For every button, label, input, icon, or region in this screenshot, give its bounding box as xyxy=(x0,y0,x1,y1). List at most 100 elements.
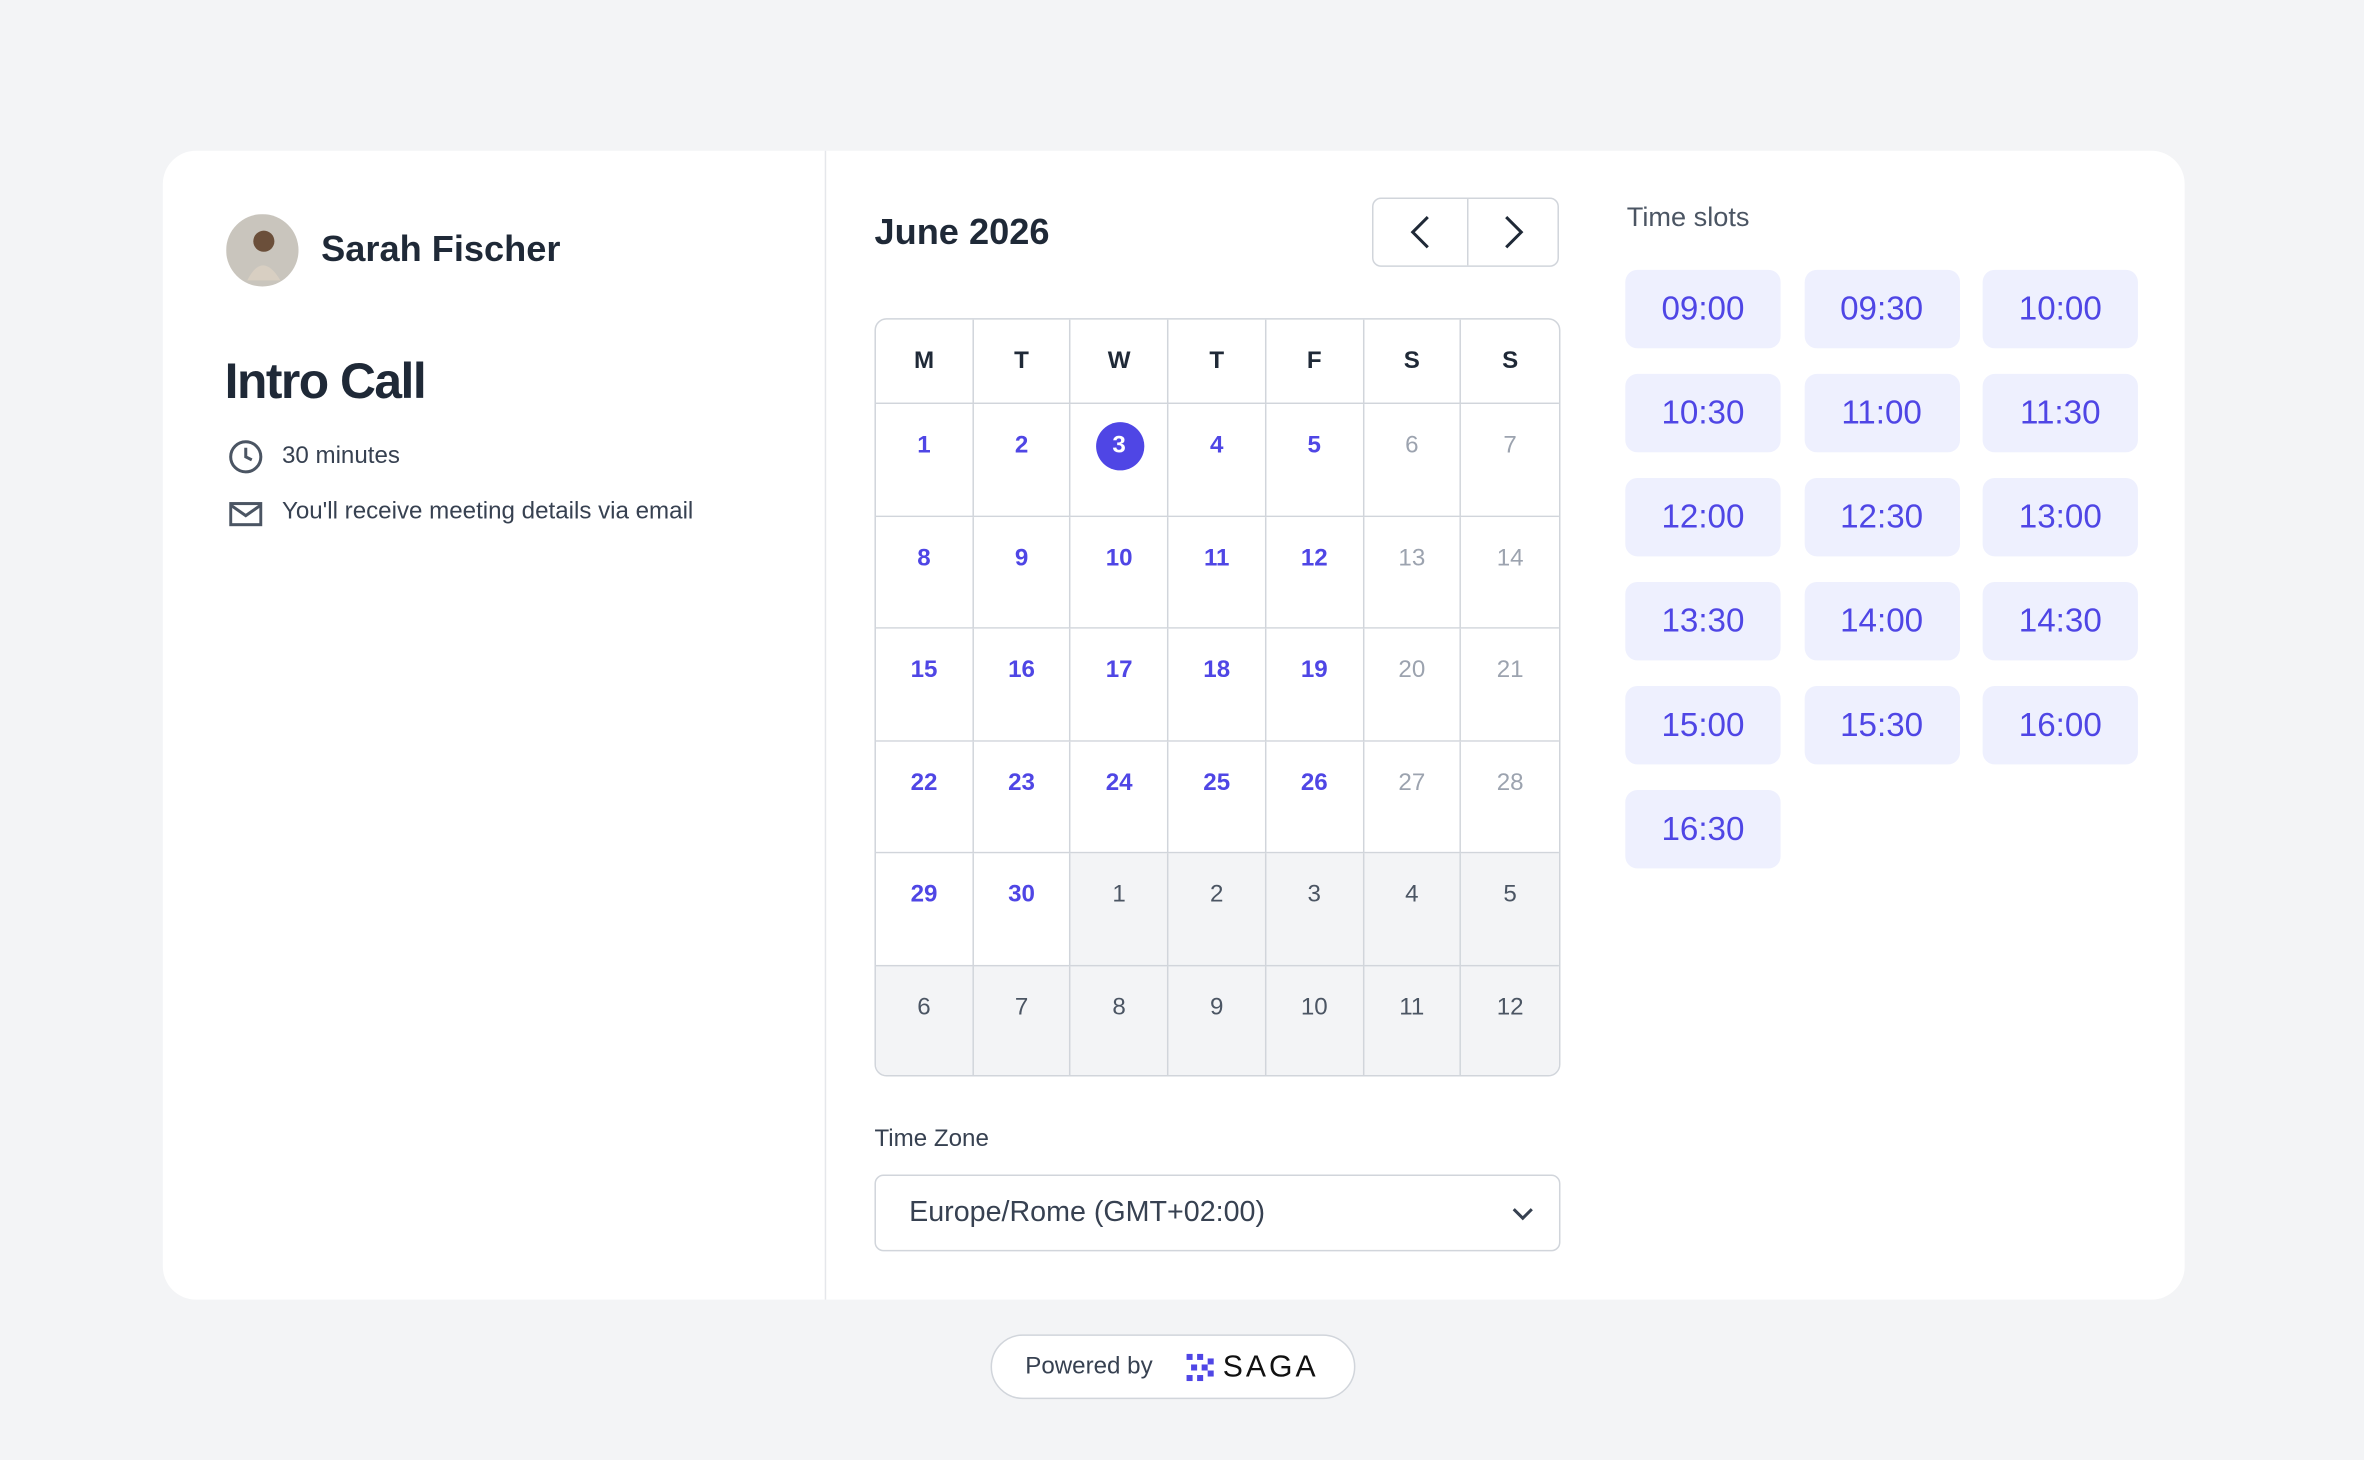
calendar-grid: M T W T F S S 1 2 3 4 5 6 7 8 9 10 11 12 13 14 15 16 17 18 19 20 21… xyxy=(874,318,1561,1077)
day-number: 12 xyxy=(1300,545,1328,571)
day-cell[interactable]: 24 xyxy=(1071,741,1169,854)
slots-title: Time slots xyxy=(1626,202,1750,233)
day-cell: 5 xyxy=(1461,853,1559,966)
day-number: 28 xyxy=(1496,769,1524,796)
day-number: 24 xyxy=(1105,769,1133,796)
day-cell[interactable]: 22 xyxy=(875,741,974,854)
day-number: 5 xyxy=(1503,882,1517,908)
day-number: 7 xyxy=(1014,994,1029,1020)
time-slot[interactable]: 16:30 xyxy=(1625,790,1781,869)
weekday-label: T xyxy=(1168,319,1267,405)
day-cell: 8 xyxy=(1071,965,1169,1075)
day-cell: 14 xyxy=(1461,516,1559,629)
day-cell: 6 xyxy=(875,965,974,1075)
clock-icon xyxy=(229,440,263,474)
timezone-select[interactable]: Europe/Rome (GMT+02:00) xyxy=(874,1174,1561,1252)
duration: 30 minutes xyxy=(281,443,400,469)
day-number: 23 xyxy=(1008,769,1035,796)
day-number: 22 xyxy=(910,769,938,796)
day-cell[interactable]: 8 xyxy=(875,516,974,629)
time-slot[interactable]: 16:00 xyxy=(1982,686,2138,765)
time-slot[interactable]: 13:30 xyxy=(1625,581,1781,661)
time-slot[interactable]: 12:00 xyxy=(1625,477,1781,557)
day-number: 20 xyxy=(1398,657,1426,683)
time-slot[interactable]: 11:30 xyxy=(1982,373,2138,453)
time-slot[interactable]: 10:30 xyxy=(1625,373,1781,453)
next-month-button[interactable] xyxy=(1468,199,1560,265)
time-slot[interactable]: 11:00 xyxy=(1803,373,1960,453)
brand-name: SAGA xyxy=(1222,1350,1319,1385)
time-slot[interactable]: 09:00 xyxy=(1625,269,1781,349)
day-number: 6 xyxy=(1405,432,1419,459)
day-number: 18 xyxy=(1203,657,1231,683)
day-cell: 7 xyxy=(973,965,1072,1075)
day-cell: 11 xyxy=(1363,965,1462,1075)
day-cell[interactable]: 9 xyxy=(973,516,1072,629)
day-cell: 6 xyxy=(1363,404,1462,517)
day-cell[interactable]: 16 xyxy=(973,628,1072,742)
time-slot[interactable]: 15:00 xyxy=(1625,686,1781,765)
day-cell: 7 xyxy=(1461,404,1559,517)
day-number: 30 xyxy=(1008,882,1035,908)
day-cell[interactable]: 3 xyxy=(1071,404,1169,517)
day-cell[interactable]: 29 xyxy=(875,853,974,966)
day-number: 2 xyxy=(1209,882,1224,908)
day-number: 8 xyxy=(1112,994,1126,1020)
day-number: 3 xyxy=(1307,882,1321,908)
day-number: 26 xyxy=(1300,769,1328,796)
day-cell[interactable]: 1 xyxy=(875,404,974,517)
day-cell[interactable]: 25 xyxy=(1168,741,1267,854)
timezone-label: Time Zone xyxy=(874,1126,989,1152)
day-cell[interactable]: 10 xyxy=(1071,516,1169,629)
brand-icon xyxy=(1186,1353,1214,1382)
day-number: 27 xyxy=(1398,769,1426,796)
day-cell[interactable]: 26 xyxy=(1266,741,1364,854)
divider xyxy=(824,150,827,1300)
time-slot[interactable]: 09:30 xyxy=(1803,269,1960,349)
day-cell: 20 xyxy=(1363,628,1462,742)
day-number: 19 xyxy=(1300,657,1328,683)
day-cell[interactable]: 30 xyxy=(973,853,1072,966)
day-number: 4 xyxy=(1209,432,1224,459)
day-number: 29 xyxy=(910,882,938,908)
mail-icon xyxy=(229,502,263,527)
time-slot[interactable]: 14:30 xyxy=(1982,581,2138,661)
powered-by-badge: Powered by SAGA xyxy=(990,1334,1356,1400)
time-slot[interactable]: 13:00 xyxy=(1982,477,2138,557)
day-cell[interactable]: 19 xyxy=(1266,628,1364,742)
month-nav xyxy=(1372,197,1560,267)
day-cell[interactable]: 11 xyxy=(1168,516,1267,629)
day-cell[interactable]: 12 xyxy=(1266,516,1364,629)
day-cell: 13 xyxy=(1363,516,1462,629)
day-cell[interactable]: 4 xyxy=(1168,404,1267,517)
nav-divider xyxy=(1466,199,1469,266)
time-slot[interactable]: 15:30 xyxy=(1803,686,1960,765)
day-cell: 12 xyxy=(1461,965,1559,1075)
day-cell[interactable]: 23 xyxy=(973,741,1072,854)
day-number: 6 xyxy=(917,994,931,1020)
day-cell: 21 xyxy=(1461,628,1559,742)
day-cell[interactable]: 18 xyxy=(1168,628,1267,742)
day-number: 2 xyxy=(1014,432,1029,459)
day-number: 15 xyxy=(910,657,938,683)
time-slot[interactable]: 14:00 xyxy=(1803,581,1960,661)
day-cell[interactable]: 15 xyxy=(875,628,974,742)
prev-month-button[interactable] xyxy=(1374,199,1467,265)
weekday-label: S xyxy=(1461,320,1559,405)
day-cell[interactable]: 5 xyxy=(1266,404,1364,517)
time-slot[interactable]: 12:30 xyxy=(1803,477,1960,557)
powered-by-text: Powered by xyxy=(1025,1353,1153,1380)
day-cell[interactable]: 17 xyxy=(1071,628,1169,742)
month-title: June 2026 xyxy=(874,212,1050,254)
day-cell: 28 xyxy=(1461,741,1559,854)
day-number: 11 xyxy=(1203,545,1230,571)
day-number: 9 xyxy=(1209,994,1224,1020)
weekday-label: S xyxy=(1363,319,1462,405)
day-number: 12 xyxy=(1496,994,1524,1020)
selected-day-marker xyxy=(1095,422,1144,471)
timezone-value: Europe/Rome (GMT+02:00) xyxy=(909,1197,1265,1229)
day-cell[interactable]: 2 xyxy=(973,404,1072,517)
time-slot[interactable]: 10:00 xyxy=(1982,269,2138,349)
day-cell: 1 xyxy=(1071,853,1169,966)
